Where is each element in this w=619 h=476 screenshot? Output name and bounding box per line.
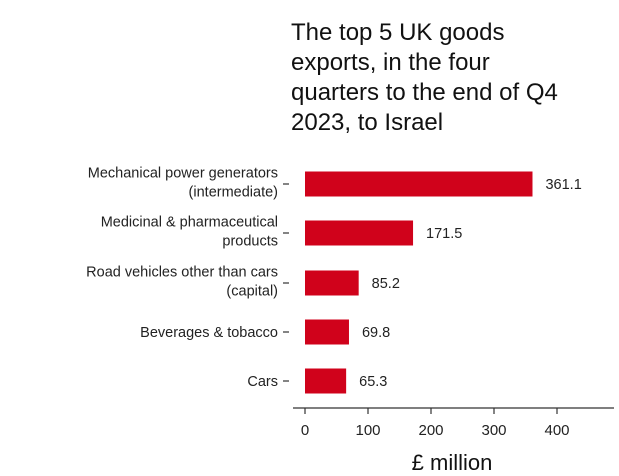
bar — [305, 368, 347, 394]
chart-title-line: exports, in the four — [291, 49, 490, 76]
bar — [305, 171, 533, 197]
bar — [305, 319, 349, 345]
category-label: Beverages & tobacco — [140, 325, 278, 341]
category-label: Cars — [247, 374, 278, 390]
bar — [305, 270, 359, 296]
chart-title-line: The top 5 UK goods — [291, 19, 504, 46]
category-label: Mechanical power generators — [88, 166, 278, 182]
chart-title-line: 2023, to Israel — [291, 109, 443, 136]
bars: 361.1 Mechanical power generators (interme… — [86, 166, 582, 394]
x-tick-label: 0 — [301, 422, 309, 439]
category-label: (capital) — [226, 284, 278, 300]
x-tick-label: 100 — [355, 422, 380, 439]
category-label: products — [222, 234, 278, 250]
data-label: 69.8 — [362, 325, 390, 341]
category-label: Road vehicles other than cars — [86, 265, 278, 281]
bar — [305, 220, 414, 246]
x-axis-title: £ million — [412, 450, 493, 475]
category-label: (intermediate) — [189, 185, 278, 201]
x-tick-label: 300 — [481, 422, 506, 439]
category-label: Medicinal & pharmaceutical — [101, 215, 278, 231]
x-axis: 0 100 200 300 400 £ million — [293, 407, 614, 475]
chart-title-line: quarters to the end of Q4 — [291, 79, 558, 106]
x-tick-label: 200 — [418, 422, 443, 439]
data-label: 65.3 — [359, 374, 387, 390]
data-label: 361.1 — [545, 177, 581, 193]
x-tick-label: 400 — [544, 422, 569, 439]
data-label: 171.5 — [426, 226, 462, 242]
data-label: 85.2 — [372, 276, 400, 292]
chart-title: The top 5 UK goods exports, in the four qu… — [291, 19, 558, 136]
